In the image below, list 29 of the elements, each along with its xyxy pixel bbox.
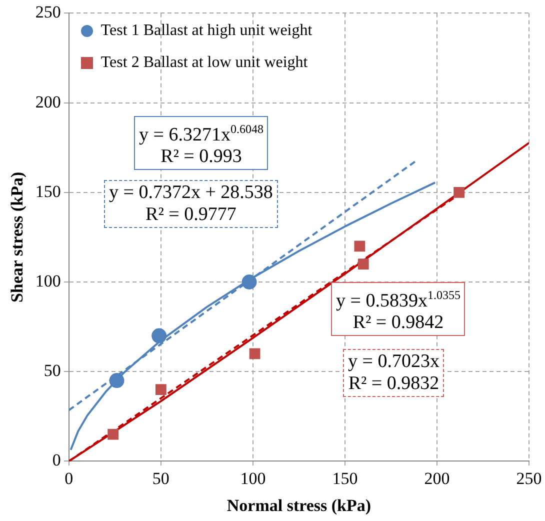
point <box>249 348 260 360</box>
y-tick-label: 100 <box>35 271 61 290</box>
x-tick-label: 250 <box>516 468 542 488</box>
x-tick-label: 100 <box>240 468 266 488</box>
point <box>242 274 257 290</box>
point <box>358 258 369 270</box>
annotation: y = 0.7372x + 28.538 R² = 0.9777 <box>104 180 278 228</box>
y-tick-label: 250 <box>35 2 61 22</box>
point <box>155 384 166 395</box>
annotation: y = 0.7023x R² = 0.9832 <box>343 349 444 397</box>
point <box>109 373 124 388</box>
point <box>354 240 366 252</box>
x-tick-label: 150 <box>332 468 358 488</box>
y-tick-label: 150 <box>35 182 61 201</box>
legend-label: Test 1 Ballast at high unit weight <box>100 21 312 42</box>
legend-label: Test 2 Ballast at low unit weight <box>100 53 308 74</box>
x-tick-label: 50 <box>152 468 170 488</box>
annotation: y = 0.5839x$^{1.0355}$ R² = 0.9842 <box>331 282 466 336</box>
point <box>454 186 465 198</box>
y-tick-label: 50 <box>44 361 61 380</box>
x-tick-label: 200 <box>424 468 450 488</box>
y-tick-label: 0 <box>52 450 61 470</box>
y-tick-label: 200 <box>35 92 61 112</box>
annotation: y = 6.3271x$^{0.6048}$ R² = 0.993 <box>134 116 268 170</box>
y-axis-title: Shear stress (kPa) <box>8 172 27 303</box>
x-tick-label: 0 <box>64 468 74 488</box>
x-axis-title: Normal stress (kPa) <box>226 496 372 516</box>
point <box>108 428 119 440</box>
point <box>152 328 167 344</box>
